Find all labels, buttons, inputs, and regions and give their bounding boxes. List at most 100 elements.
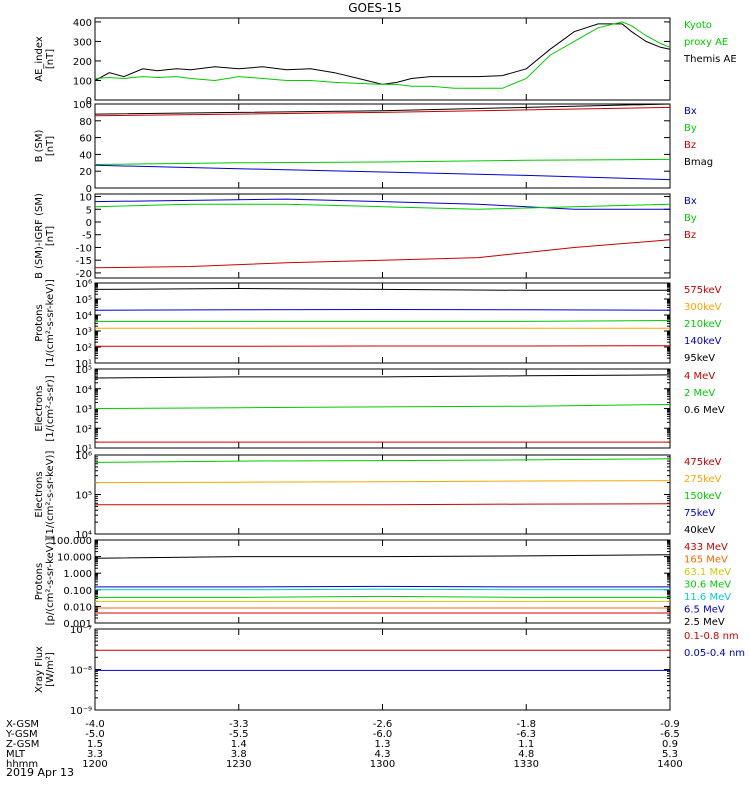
legend-entry: 2.5 MeV (684, 617, 725, 628)
legend-entry: 40keV (684, 525, 715, 536)
series-line-protons_mev-2 (95, 588, 670, 591)
date-label: 2019 Apr 13 (6, 766, 74, 779)
y-tick-label: 40 (79, 150, 92, 161)
time-axis-tick-value: 1330 (514, 759, 539, 770)
series-line-electrons_mev-1 (94, 404, 671, 409)
y-axis-label: [p/(cm²-s-sr-keV)] (45, 538, 56, 626)
y-tick-label: 0.100 (63, 586, 92, 597)
time-axis-tick-value: 1.4 (231, 739, 247, 750)
y-tick-label: 10¹ (75, 359, 92, 370)
series-line-protons_mev-0 (94, 554, 671, 559)
y-axis-label: [W/m²] (45, 652, 56, 687)
y-tick-label: 0 (86, 184, 92, 195)
legend-entry: 433 MeV (684, 542, 728, 553)
series-line-electrons_kev-2 (94, 458, 671, 463)
y-tick-label: 20 (79, 167, 92, 178)
y-axis-label: Protons (34, 563, 45, 600)
series-line-ae-1 (94, 21, 671, 89)
y-axis-label: [nT] (45, 136, 56, 156)
legend-entry: 0.6 MeV (684, 405, 725, 416)
series-line-electrons_kev-0 (95, 503, 671, 506)
panel-frame (94, 628, 671, 711)
legend-entry: 575keV (684, 285, 722, 296)
y-axis-label: Electrons (34, 471, 45, 517)
y-tick-label: -10 (76, 243, 92, 254)
legend-entry: 30.6 MeV (684, 580, 731, 591)
time-axis-tick-value: 4.3 (375, 749, 391, 760)
panel-ae: 0 100 200 300 400 AE_index [nT] Kyoto proxy AE Th… (34, 17, 737, 107)
panel-frame (94, 17, 671, 101)
y-tick-label: 10¹ (75, 444, 92, 455)
time-axis-tick-value: 1.1 (518, 739, 534, 750)
time-axis-row-label: Y-GSM (5, 729, 38, 740)
panel-frame (94, 539, 671, 624)
y-axis-label: Electrons (34, 385, 45, 431)
y-tick-label: 1.000 (63, 569, 92, 580)
legend-entry: 11.6 MeV (684, 592, 731, 603)
series-line-bsm-0 (94, 103, 671, 115)
series-line-electrons_kev-1 (94, 480, 671, 484)
time-axis-tick-value: 4.8 (518, 749, 534, 760)
panel-frame (94, 282, 671, 364)
y-axis-label: B (SM)-IGRF (SM) (34, 193, 45, 279)
legend-entry: 0.05-0.4 nm (684, 648, 745, 659)
y-tick-label: 10³ (75, 405, 92, 416)
legend-entry: proxy AE (684, 37, 728, 48)
legend-entry: 2 MeV (684, 388, 715, 399)
series-line-bigrf-2 (94, 239, 671, 269)
time-axis-tick-value: -2.6 (373, 719, 393, 730)
panel-electrons_kev: 10⁴ 10⁵ 10⁶ Electrons [1/(cm²-s-sr-keV)] 475k… (34, 451, 722, 541)
y-tick-label: 10.000 (57, 553, 92, 564)
legend-entry: 165 MeV (684, 555, 728, 566)
y-tick-label: 10⁴ (75, 311, 92, 322)
series-line-bsm-2 (94, 158, 671, 165)
time-axis-tick-value: -0.9 (660, 719, 680, 730)
y-axis-label: Protons (34, 304, 45, 341)
legend-entry: Bx (684, 196, 697, 207)
legend-entry: Bmag (684, 157, 713, 168)
legend-entry: 75keV (684, 508, 715, 519)
time-axis-tick-value: -5.0 (85, 729, 105, 740)
time-axis-row-label: Z-GSM (6, 739, 39, 750)
y-tick-label: 300 (73, 37, 92, 48)
legend-entry: Bz (684, 140, 696, 151)
legend-entry: Themis AE (683, 54, 737, 65)
y-tick-label: 0.001 (63, 619, 92, 630)
y-tick-label: 100 (73, 100, 92, 111)
y-tick-label: 10⁵ (75, 491, 92, 502)
y-tick-label: 80 (79, 117, 92, 128)
y-tick-label: 10 (79, 193, 92, 204)
y-tick-label: 10⁶ (75, 279, 92, 290)
time-axis-tick-value: -4.0 (85, 719, 105, 730)
time-axis-tick-value: -1.8 (516, 719, 536, 730)
series-line-protons_kev-2 (95, 320, 671, 322)
y-axis-label: AE_index (34, 36, 45, 82)
y-tick-label: 10⁴ (75, 385, 92, 396)
series-line-bigrf-0 (94, 198, 670, 210)
legend-entry: 140keV (684, 336, 722, 347)
y-tick-label: 100.000 (51, 536, 92, 547)
panel-bigrf: -20 -15 -10-5 0 510 B (SM)-IGRF (SM) [nT] Bx By B… (34, 193, 697, 280)
y-tick-label: 0 (86, 218, 92, 229)
panel-frame (94, 103, 671, 189)
y-tick-label: 400 (73, 18, 92, 29)
y-tick-label: 200 (73, 57, 92, 68)
time-axis-tick-value: 0.9 (662, 739, 678, 750)
y-tick-label: 10³ (75, 327, 92, 338)
legend-entry: 0.1-0.8 nm (684, 631, 739, 642)
time-axis-tick-value: -6.5 (660, 729, 680, 740)
y-axis-label: [1/(cm²-s-sr-keV)] (45, 279, 56, 367)
legend-entry: 150keV (684, 491, 722, 502)
y-tick-label: 100 (73, 76, 92, 87)
y-axis-label: [1/(cm²-s-sr)] (45, 375, 56, 441)
y-tick-label: -20 (76, 269, 92, 280)
time-axis-tick-value: -5.5 (229, 729, 249, 740)
time-axis-tick-value: 1.5 (87, 739, 103, 750)
series-line-bsm-3 (94, 164, 671, 181)
panel-xray: 10⁻⁹ 10⁻⁸ 10⁻⁷ Xray Flux [W/m²] 0.1-0.8 nm 0.0… (34, 625, 745, 717)
y-tick-label: 10⁴ (75, 530, 92, 541)
legend-entry: Bz (684, 230, 696, 241)
